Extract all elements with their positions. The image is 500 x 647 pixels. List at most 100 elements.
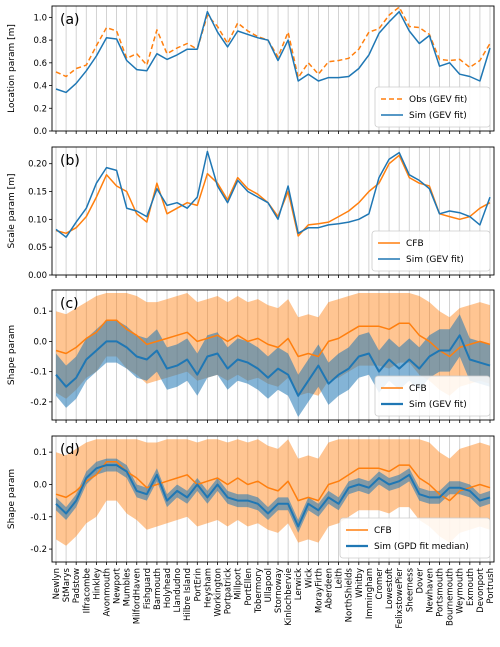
legend-label: Sim (GPD fit median) bbox=[374, 542, 469, 552]
legend-label: CFB bbox=[374, 526, 392, 536]
station-label: Fishguard bbox=[143, 568, 153, 609]
band-sim bbox=[56, 314, 490, 417]
station-label: PortEllen bbox=[244, 568, 254, 606]
series-line-1 bbox=[55, 464, 491, 528]
y-tick-label: 0.05 bbox=[28, 243, 47, 253]
y-tick-label: -0.2 bbox=[30, 398, 47, 408]
panel-b: 0.00 0.05 0.10 0.15 0.20 Scale param [m] (b) CF… bbox=[7, 146, 495, 281]
station-label: Hinkley bbox=[92, 568, 102, 600]
y-tick-label: 0.0 bbox=[33, 337, 47, 347]
station-label: Stornoway bbox=[274, 568, 284, 613]
legend-box bbox=[371, 230, 491, 272]
station-label: Llandudno bbox=[173, 568, 183, 612]
station-label: Newlyn bbox=[52, 568, 62, 599]
axes-frame bbox=[51, 289, 495, 421]
y-tick-label: 0.0 bbox=[33, 480, 47, 490]
y-axis-label: Location param [m] bbox=[7, 24, 17, 113]
station-label: Immingham bbox=[365, 568, 375, 619]
y-tick-label: 0.10 bbox=[28, 215, 47, 225]
station-label: Avonmouth bbox=[102, 568, 112, 617]
station-label: Kinlochbervie bbox=[284, 568, 294, 626]
station-label: Aberdeen bbox=[325, 568, 335, 609]
station-label: Wick bbox=[304, 568, 314, 588]
station-labels: Newlyn StMarys Padstow Ilfracombe Hinkley Avo… bbox=[52, 567, 496, 628]
band-sim bbox=[56, 458, 490, 533]
station-label: Hilbre Island bbox=[183, 568, 193, 621]
legend-box bbox=[374, 375, 491, 417]
axes-frame bbox=[51, 5, 495, 132]
y-tick-label: 0.8 bbox=[33, 36, 47, 46]
station-label: Portrush bbox=[486, 568, 496, 604]
y-axis-label: Shape param bbox=[7, 325, 17, 385]
station-label: MorayFirth bbox=[314, 568, 324, 613]
station-label: Exmouth bbox=[466, 568, 476, 606]
y-tick-label: 0.0 bbox=[33, 127, 47, 137]
legend-label: CFB bbox=[406, 239, 424, 249]
series-line-0 bbox=[55, 154, 491, 237]
axes-frame bbox=[51, 435, 495, 563]
station-label: Portpatrick bbox=[224, 568, 234, 614]
series-line-0 bbox=[55, 319, 491, 358]
station-label: StMarys bbox=[62, 567, 72, 602]
y-tick-label: -0.2 bbox=[30, 545, 47, 555]
station-label: FelixstowePier bbox=[395, 567, 405, 628]
series-line-0 bbox=[55, 6, 491, 79]
legend-box bbox=[374, 86, 491, 128]
y-axis-label: Shape param bbox=[7, 469, 17, 529]
legend: CFB Sim (GPD fit median) bbox=[339, 517, 491, 559]
y-tick-label: 0.6 bbox=[33, 59, 47, 69]
panel-d: -0.2 -0.1 0.0 0.1 Shape param (d) CFB Sim (GPD … bbox=[7, 435, 495, 565]
station-label: Portsmouth bbox=[436, 568, 446, 617]
panel-tag: (d) bbox=[60, 442, 80, 458]
station-label: Workington bbox=[213, 568, 223, 617]
legend: CFB Sim (GEV fit) bbox=[374, 375, 491, 417]
panel-tag: (a) bbox=[60, 12, 80, 28]
station-label: PortErin bbox=[193, 568, 203, 601]
y-tick-label: 0.20 bbox=[28, 160, 47, 170]
station-label: Newhaven bbox=[425, 568, 435, 613]
station-label: Ullapool bbox=[264, 568, 274, 602]
band-cfb bbox=[56, 439, 490, 546]
panel-tag: (c) bbox=[60, 296, 79, 312]
station-label: Weymouth bbox=[456, 568, 466, 614]
station-label: Barmouth bbox=[153, 568, 163, 610]
station-label: Newport bbox=[113, 567, 123, 604]
legend-label: Sim (GEV fit) bbox=[409, 400, 467, 410]
station-label: Millport bbox=[234, 567, 244, 600]
y-tick-label: 0.00 bbox=[28, 271, 47, 281]
station-label: Dover bbox=[415, 567, 425, 593]
station-label: Cromer bbox=[375, 568, 385, 600]
axes-frame bbox=[51, 146, 495, 276]
y-tick-label: 0.1 bbox=[33, 448, 47, 458]
legend: CFB Sim (GEV fit) bbox=[371, 230, 491, 272]
station-label: Ilfracombe bbox=[82, 568, 92, 613]
legend-label: Sim (GEV fit) bbox=[406, 255, 464, 265]
station-label: NorthShields bbox=[345, 567, 355, 622]
y-tick-label: 0.15 bbox=[28, 188, 47, 198]
station-label: Whitby bbox=[355, 568, 365, 598]
station-label: Lowestoft bbox=[385, 567, 395, 609]
panel-c: -0.2 -0.1 0.0 0.1 Shape param (c) CFB Sim (GEV … bbox=[7, 289, 495, 423]
legend-box bbox=[339, 517, 491, 559]
station-label: Tobermory bbox=[254, 568, 264, 614]
station-label: Lerwick bbox=[294, 568, 304, 600]
station-label: Devonport bbox=[476, 567, 486, 612]
y-tick-label: 0.4 bbox=[33, 82, 47, 92]
y-axis-label: Scale param [m] bbox=[7, 174, 17, 249]
station-label: Sheerness bbox=[405, 567, 415, 612]
station-label: Padstow bbox=[72, 568, 82, 603]
station-label: Heysham bbox=[203, 568, 213, 608]
y-tick-label: -0.1 bbox=[30, 513, 47, 523]
legend-label: Sim (GEV fit) bbox=[409, 111, 467, 121]
legend-label: CFB bbox=[409, 384, 427, 394]
legend-label: Obs (GEV fit) bbox=[409, 95, 467, 105]
y-tick-label: 0.1 bbox=[33, 307, 47, 317]
series-line-1 bbox=[55, 10, 491, 94]
y-tick-label: 0.2 bbox=[33, 104, 47, 114]
station-label: Holyhead bbox=[163, 568, 173, 608]
station-label: MilfordHaven bbox=[133, 568, 143, 624]
station-label: Bournemouth bbox=[446, 568, 456, 626]
legend: Obs (GEV fit) Sim (GEV fit) bbox=[374, 86, 491, 128]
series-line-1 bbox=[55, 150, 491, 238]
